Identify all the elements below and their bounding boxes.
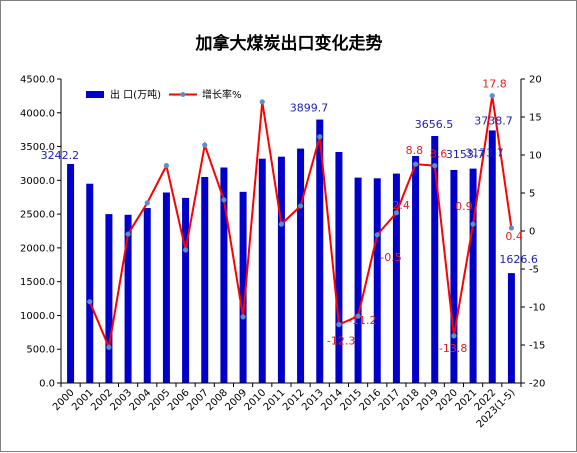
- growth-point: [355, 313, 361, 319]
- legend-bar-label: 出 口(万吨): [110, 88, 161, 101]
- y-left-tick-label: 2000.0: [20, 243, 55, 254]
- growth-point: [451, 333, 457, 339]
- growth-point: [297, 203, 304, 209]
- line-value-label: 8.6: [430, 148, 448, 161]
- y-right-tick-label: -20: [529, 379, 545, 390]
- line-series: [87, 93, 515, 351]
- bar-value-label: 3899.7: [290, 102, 329, 115]
- y-right-tick-label: 5: [529, 189, 535, 200]
- bar-value-label: 3153.7: [446, 148, 485, 161]
- growth-point: [259, 99, 265, 105]
- legend-bar-swatch: [86, 91, 104, 98]
- growth-point: [144, 200, 150, 206]
- growth-point: [240, 314, 246, 320]
- y-left-tick-label: 500.0: [26, 345, 55, 356]
- chart-title: 加拿大煤炭出口变化走势: [195, 33, 383, 54]
- bar: [182, 197, 190, 383]
- y-left-tick-label: 1000.0: [20, 311, 55, 322]
- bar: [392, 173, 400, 383]
- y-right-tick-label: 15: [529, 113, 542, 124]
- bar: [201, 176, 209, 383]
- bar: [162, 192, 170, 383]
- growth-point: [432, 163, 438, 169]
- growth-point: [489, 93, 495, 99]
- bar: [124, 214, 132, 383]
- line-value-label: -11.2: [348, 314, 376, 327]
- growth-point: [163, 163, 170, 169]
- growth-point: [125, 231, 131, 237]
- bar: [412, 156, 420, 383]
- y-left-tick-label: 1500.0: [20, 277, 55, 288]
- bar-value-label: 1626.6: [499, 253, 537, 266]
- y-right-tick-label: 20: [529, 75, 542, 86]
- y-left-tick-label: 4000.0: [20, 108, 55, 119]
- line-value-label: 0.4: [505, 230, 522, 243]
- bar: [373, 178, 381, 383]
- bar: [354, 177, 362, 383]
- bar: [277, 156, 285, 383]
- line-value-label: 17.8: [482, 78, 507, 91]
- growth-point: [202, 142, 208, 148]
- bar-value-label: 3738.7: [474, 114, 513, 127]
- y-right-tick-label: -5: [529, 265, 539, 276]
- bar-series: [67, 119, 515, 384]
- bar: [469, 168, 477, 383]
- bar: [220, 167, 228, 383]
- growth-point: [508, 225, 515, 231]
- bar: [86, 183, 94, 383]
- bar: [335, 151, 343, 383]
- growth-point: [317, 134, 323, 140]
- growth-point: [393, 210, 400, 216]
- growth-point: [336, 321, 342, 328]
- bar: [316, 119, 324, 384]
- bar-value-label: 3173.7: [465, 147, 504, 160]
- y-left-tick-label: 0.0: [39, 379, 55, 390]
- line-value-label: -12.3: [327, 334, 355, 347]
- y-left-tick-label: 3000.0: [20, 176, 55, 187]
- line-value-label: -0.5: [380, 251, 401, 264]
- bar: [297, 148, 305, 383]
- bar: [507, 273, 515, 383]
- bar-value-label: 3242.2: [41, 149, 79, 162]
- growth-point: [412, 161, 419, 167]
- bar: [239, 191, 247, 383]
- growth-point: [182, 247, 189, 253]
- y-right-tick-label: -10: [529, 303, 545, 314]
- growth-point: [278, 221, 285, 227]
- growth-point: [87, 299, 93, 305]
- bar: [488, 130, 496, 383]
- legend: 出 口(万吨) 增长率%: [86, 88, 242, 101]
- legend-line-label: 增长率%: [202, 88, 242, 101]
- growth-point: [106, 344, 112, 350]
- bar: [105, 214, 113, 383]
- bar-value-label: 3656.5: [415, 118, 454, 131]
- bar: [67, 163, 75, 383]
- growth-point: [221, 197, 227, 203]
- line-value-label: 2.4: [392, 199, 410, 212]
- line-value-label: 0.9: [455, 200, 473, 213]
- growth-point: [470, 221, 476, 227]
- bar: [258, 158, 266, 383]
- bar: [143, 208, 151, 383]
- legend-line-marker: [180, 92, 186, 97]
- line-value-label: -13.8: [439, 342, 467, 355]
- y-right-tick-label: -15: [529, 341, 545, 352]
- y-left-tick-label: 4500.0: [20, 75, 55, 86]
- bar: [450, 169, 458, 383]
- y-right-tick-label: 10: [529, 151, 542, 162]
- line-value-label: 8.8: [406, 144, 424, 157]
- growth-point: [374, 232, 380, 238]
- bar: [431, 135, 439, 383]
- y-right-tick-label: 0: [529, 227, 535, 238]
- y-left-tick-label: 2500.0: [20, 210, 55, 221]
- y-left-tick-label: 3500.0: [20, 142, 55, 153]
